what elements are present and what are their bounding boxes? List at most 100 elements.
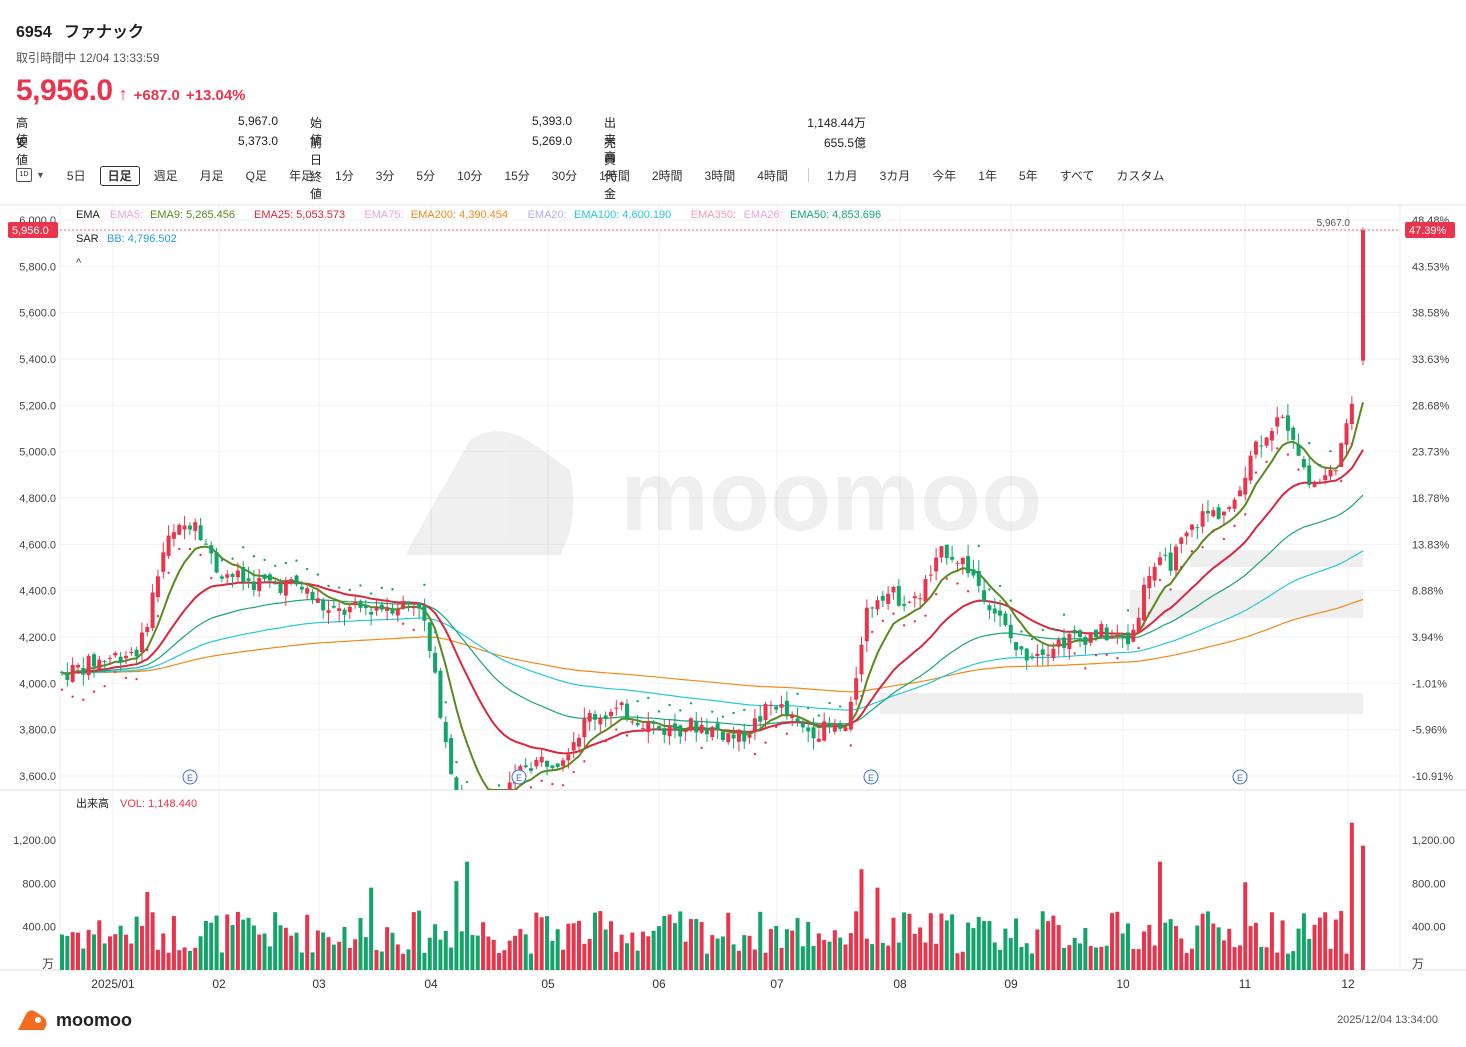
candle: [747, 732, 752, 744]
period-tab[interactable]: 1分: [335, 168, 354, 183]
volume-bar: [1253, 922, 1258, 970]
candle: [363, 599, 368, 616]
sar-dot: [242, 546, 245, 549]
chevron-down-icon[interactable]: ▼: [36, 170, 45, 180]
stat-label-prev-close: 前日終値: [310, 136, 323, 201]
sar-dot: [1020, 630, 1023, 633]
candle-body: [1339, 443, 1344, 467]
candle: [342, 607, 347, 626]
period-tab[interactable]: 月足: [199, 168, 224, 183]
candle: [422, 598, 427, 632]
sar-dot: [1116, 657, 1119, 660]
candle: [683, 730, 688, 742]
supply-zone: [1190, 550, 1363, 567]
period-tab[interactable]: 30分: [551, 168, 578, 183]
volume-bar: [614, 951, 619, 970]
candle: [1110, 629, 1115, 640]
ema-legend-item: EMA9: 5,265.456: [150, 209, 235, 221]
candle-body: [811, 727, 816, 739]
candle-body: [1168, 552, 1173, 571]
period-tab[interactable]: Q足: [245, 168, 267, 183]
range-tab[interactable]: カスタム: [1116, 168, 1165, 183]
period-tab[interactable]: 2時間: [651, 168, 683, 183]
period-tab[interactable]: 1時間: [599, 168, 630, 183]
candle: [891, 585, 896, 600]
candle: [992, 598, 997, 623]
candle: [294, 574, 299, 587]
candle-body: [1094, 629, 1099, 638]
volume-bar: [827, 941, 832, 970]
candle-type-icon[interactable]: 1D: [16, 168, 32, 182]
range-tab[interactable]: 1カ月: [826, 168, 858, 183]
candle: [811, 717, 816, 750]
period-tab[interactable]: 3時間: [704, 168, 736, 183]
period-tab[interactable]: 3分: [375, 168, 395, 183]
sar-dot: [764, 741, 767, 744]
candle: [624, 699, 629, 722]
period-tab[interactable]: 日足: [99, 165, 140, 186]
sar-dot: [305, 567, 309, 571]
candle: [113, 651, 118, 659]
volume-bar: [630, 932, 635, 970]
range-tab[interactable]: 1年: [978, 168, 997, 183]
period-tab[interactable]: 年足: [289, 168, 314, 183]
candle: [315, 588, 320, 604]
candle-body: [683, 731, 688, 733]
volume-bar: [1104, 945, 1109, 970]
volume-bar: [75, 932, 80, 970]
sar-dot: [711, 710, 714, 713]
price-tick-label: 4,400.0: [19, 586, 56, 598]
period-tab[interactable]: 10分: [457, 168, 483, 183]
volume-bar: [529, 953, 534, 970]
candle: [443, 716, 448, 749]
volume-bar: [950, 914, 955, 970]
candle-body: [827, 723, 832, 728]
candle: [1131, 623, 1136, 643]
candle-body: [1232, 499, 1237, 509]
volume-bar: [1317, 917, 1322, 970]
range-tab[interactable]: 5年: [1018, 168, 1038, 183]
candle: [358, 599, 363, 613]
candle: [918, 593, 923, 609]
volume-bar: [1051, 915, 1056, 970]
candle-body: [289, 579, 294, 582]
price-tick-label: 4,000.0: [19, 678, 56, 690]
volume-bar: [1275, 952, 1280, 970]
candle-body: [411, 606, 416, 609]
range-tab[interactable]: 3カ月: [879, 168, 911, 183]
period-tab[interactable]: 5分: [416, 168, 436, 183]
period-tab[interactable]: 15分: [504, 168, 530, 183]
candle: [1083, 635, 1088, 655]
x-axis-label: 06: [652, 977, 666, 991]
candle-body: [752, 718, 757, 733]
candle-body: [251, 581, 256, 591]
period-tab[interactable]: 週足: [153, 168, 178, 183]
candle: [219, 574, 224, 583]
candle: [198, 518, 203, 542]
period-tab[interactable]: 4時間: [757, 168, 788, 183]
candle: [155, 569, 160, 603]
candle: [880, 591, 885, 607]
candle-body: [1110, 635, 1115, 637]
volume-bar: [427, 937, 432, 970]
candle: [118, 651, 123, 671]
sar-dot: [359, 584, 362, 587]
earnings-letter: E: [868, 773, 874, 783]
range-tab[interactable]: 今年: [932, 168, 957, 183]
x-axis-label: 07: [770, 977, 784, 991]
stock-chart[interactable]: 2025/01 02 03 04 05 06 07 08 09 10 11 126,000.0 48.4…: [0, 0, 1466, 1005]
candle: [1056, 636, 1061, 656]
period-tab[interactable]: 5日: [66, 168, 86, 183]
sar-dot: [1318, 463, 1322, 467]
volume-bar: [816, 933, 821, 970]
sar-dot: [401, 622, 405, 625]
candle: [1312, 480, 1317, 488]
candle: [987, 603, 992, 620]
volume-bar: [1216, 927, 1221, 970]
candle-body: [944, 544, 949, 559]
sar-dot: [60, 688, 64, 691]
range-tab[interactable]: すべて: [1059, 168, 1095, 183]
volume-bar: [1120, 933, 1125, 970]
sar-dot: [796, 692, 799, 696]
volume-tick-label: 1,200.00: [13, 835, 56, 847]
